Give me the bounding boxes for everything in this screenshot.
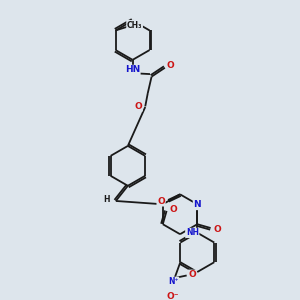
Text: O: O bbox=[157, 197, 165, 206]
Text: O: O bbox=[188, 270, 196, 279]
Text: N⁺: N⁺ bbox=[168, 277, 178, 286]
Text: O: O bbox=[170, 205, 177, 214]
Text: O: O bbox=[134, 102, 142, 111]
Text: NH: NH bbox=[186, 228, 199, 237]
Text: CH₃: CH₃ bbox=[127, 21, 142, 30]
Text: O: O bbox=[167, 61, 174, 70]
Text: N: N bbox=[194, 200, 201, 209]
Text: O: O bbox=[213, 225, 221, 234]
Text: H: H bbox=[104, 195, 110, 204]
Text: HN: HN bbox=[125, 65, 140, 74]
Text: O⁻: O⁻ bbox=[167, 292, 179, 300]
